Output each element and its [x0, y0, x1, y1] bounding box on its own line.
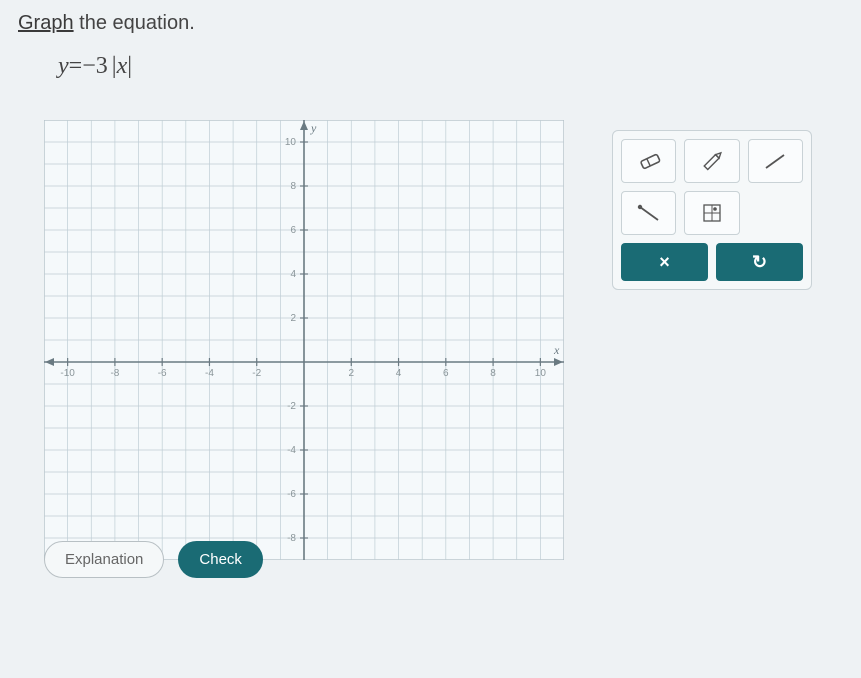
abs-value: |x|	[112, 53, 132, 80]
equation: y = −3 |x|	[58, 53, 843, 80]
prompt-rest: the equation.	[74, 12, 195, 34]
graph-area[interactable]: x y -10 -8 -6 -4 -2 2 4 6 8 10 -8 -6 -4 -2 2 4 6 8 10	[44, 120, 564, 565]
check-button[interactable]: Check	[178, 541, 263, 578]
graph-link[interactable]: Graph	[18, 12, 74, 34]
pencil-icon	[698, 150, 726, 172]
question-prompt: Graph the equation.	[18, 12, 843, 35]
eraser-icon	[635, 150, 663, 172]
svg-text:x: x	[553, 343, 560, 357]
svg-text:-2: -2	[252, 368, 261, 379]
svg-text:10: 10	[535, 368, 547, 379]
svg-text:8: 8	[290, 181, 296, 192]
equation-eq: =	[69, 53, 83, 80]
svg-text:-4: -4	[205, 368, 214, 379]
close-button[interactable]: ×	[621, 243, 708, 281]
explanation-button[interactable]: Explanation	[44, 541, 164, 578]
svg-text:4: 4	[290, 269, 296, 280]
svg-text:-6: -6	[287, 489, 296, 500]
equation-lhs: y	[58, 53, 69, 80]
segment-icon	[761, 150, 789, 172]
equation-var: x	[117, 53, 128, 80]
cartesian-grid[interactable]: x y -10 -8 -6 -4 -2 2 4 6 8 10 -8 -6 -4 -2 2 4 6 8 10	[44, 120, 564, 560]
svg-text:-8: -8	[287, 533, 296, 544]
svg-text:8: 8	[490, 368, 496, 379]
svg-text:-8: -8	[110, 368, 119, 379]
svg-text:2: 2	[348, 368, 354, 379]
svg-text:-10: -10	[60, 368, 75, 379]
svg-text:10: 10	[285, 137, 297, 148]
svg-text:-6: -6	[158, 368, 167, 379]
svg-text:6: 6	[290, 225, 296, 236]
undo-icon: ↺	[752, 252, 767, 273]
grid-point-tool[interactable]	[684, 191, 739, 235]
eraser-tool[interactable]	[621, 139, 676, 183]
equation-coef: −3	[82, 53, 108, 80]
svg-text:y: y	[310, 121, 317, 135]
segment-tool[interactable]	[748, 139, 803, 183]
svg-text:-2: -2	[287, 401, 296, 412]
svg-text:6: 6	[443, 368, 449, 379]
ray-icon	[635, 202, 663, 224]
svg-text:-4: -4	[287, 445, 296, 456]
toolbox: × ↺	[612, 130, 812, 290]
undo-button[interactable]: ↺	[716, 243, 803, 281]
svg-text:4: 4	[396, 368, 402, 379]
ray-tool[interactable]	[621, 191, 676, 235]
pencil-tool[interactable]	[684, 139, 739, 183]
grid-point-icon	[698, 202, 726, 224]
close-icon: ×	[659, 252, 670, 273]
svg-text:2: 2	[290, 313, 296, 324]
